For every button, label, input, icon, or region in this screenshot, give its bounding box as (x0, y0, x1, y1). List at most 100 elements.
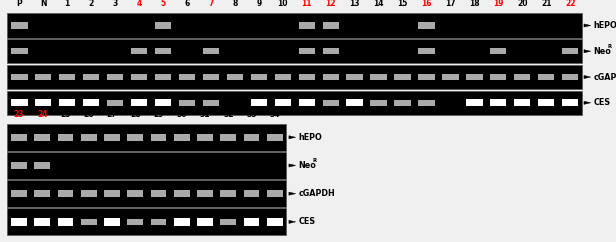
Bar (11, 48, 28, 54)
Bar (370, 100, 387, 106)
Bar (538, 99, 554, 106)
Bar (11, 190, 27, 197)
Polygon shape (584, 24, 591, 27)
Bar (267, 134, 283, 141)
Bar (34, 162, 50, 169)
Text: 26: 26 (84, 110, 94, 119)
Bar (58, 218, 73, 226)
Text: 9: 9 (256, 0, 261, 8)
Bar (221, 190, 236, 197)
Polygon shape (584, 101, 591, 104)
Bar (104, 190, 120, 197)
Text: 22: 22 (565, 0, 575, 8)
Text: 19: 19 (493, 0, 503, 8)
Bar (128, 134, 143, 141)
Bar (299, 23, 315, 29)
Bar (299, 48, 315, 54)
Bar (131, 48, 147, 54)
Bar (203, 48, 219, 54)
Bar (466, 74, 482, 80)
Text: 2: 2 (89, 0, 94, 8)
Bar (59, 99, 75, 106)
Text: CES: CES (593, 98, 610, 107)
Bar (7, 65, 582, 89)
Text: P: P (17, 0, 22, 8)
Bar (418, 23, 435, 29)
Bar (155, 23, 171, 29)
Bar (11, 134, 27, 141)
Bar (514, 74, 530, 80)
Polygon shape (289, 136, 296, 139)
Bar (151, 134, 166, 141)
Text: 34: 34 (270, 110, 280, 119)
Text: 31: 31 (200, 110, 210, 119)
Text: hEPO: hEPO (298, 133, 322, 142)
Text: 29: 29 (153, 110, 164, 119)
Bar (370, 74, 387, 80)
Bar (203, 100, 219, 106)
Bar (11, 162, 27, 169)
Bar (7, 13, 582, 38)
Bar (174, 134, 190, 141)
Bar (7, 208, 286, 235)
Bar (34, 190, 50, 197)
Bar (104, 134, 120, 141)
Bar (227, 74, 243, 80)
Text: 20: 20 (517, 0, 527, 8)
Bar (323, 48, 339, 54)
Bar (197, 134, 213, 141)
Text: cGAPDH: cGAPDH (298, 189, 335, 198)
Bar (323, 23, 339, 29)
Bar (83, 99, 99, 106)
Text: 1: 1 (65, 0, 70, 8)
Bar (251, 74, 267, 80)
Bar (11, 74, 28, 80)
Text: 16: 16 (421, 0, 432, 8)
Text: R: R (607, 44, 612, 49)
Bar (11, 99, 28, 106)
Bar (267, 218, 283, 226)
Text: 11: 11 (301, 0, 312, 8)
Text: 8: 8 (232, 0, 238, 8)
Text: 12: 12 (325, 0, 336, 8)
Text: 17: 17 (445, 0, 456, 8)
Text: 30: 30 (177, 110, 187, 119)
Bar (514, 99, 530, 106)
Bar (197, 190, 213, 197)
Text: N: N (40, 0, 47, 8)
Polygon shape (289, 164, 296, 167)
Text: 5: 5 (161, 0, 166, 8)
Bar (7, 91, 582, 115)
Bar (131, 99, 147, 106)
Polygon shape (584, 76, 591, 79)
Bar (299, 74, 315, 80)
Text: CES: CES (298, 217, 315, 226)
Bar (394, 100, 411, 106)
Bar (442, 74, 458, 80)
Bar (346, 74, 363, 80)
Text: 10: 10 (278, 0, 288, 8)
Polygon shape (584, 50, 591, 53)
Bar (466, 99, 482, 106)
Bar (490, 48, 506, 54)
Bar (34, 218, 50, 226)
Bar (7, 152, 286, 179)
Bar (35, 99, 52, 106)
Bar (244, 218, 259, 226)
Bar (174, 190, 190, 197)
Text: 18: 18 (469, 0, 480, 8)
Bar (7, 180, 286, 207)
Bar (418, 74, 435, 80)
Bar (394, 74, 411, 80)
Bar (197, 218, 213, 226)
Bar (58, 134, 73, 141)
Bar (562, 48, 578, 54)
Text: R: R (312, 158, 317, 163)
Text: 32: 32 (223, 110, 233, 119)
Text: 15: 15 (397, 0, 408, 8)
Bar (244, 190, 259, 197)
Text: 28: 28 (130, 110, 140, 119)
Text: Neo: Neo (298, 161, 316, 170)
Bar (346, 99, 363, 106)
Bar (81, 134, 97, 141)
